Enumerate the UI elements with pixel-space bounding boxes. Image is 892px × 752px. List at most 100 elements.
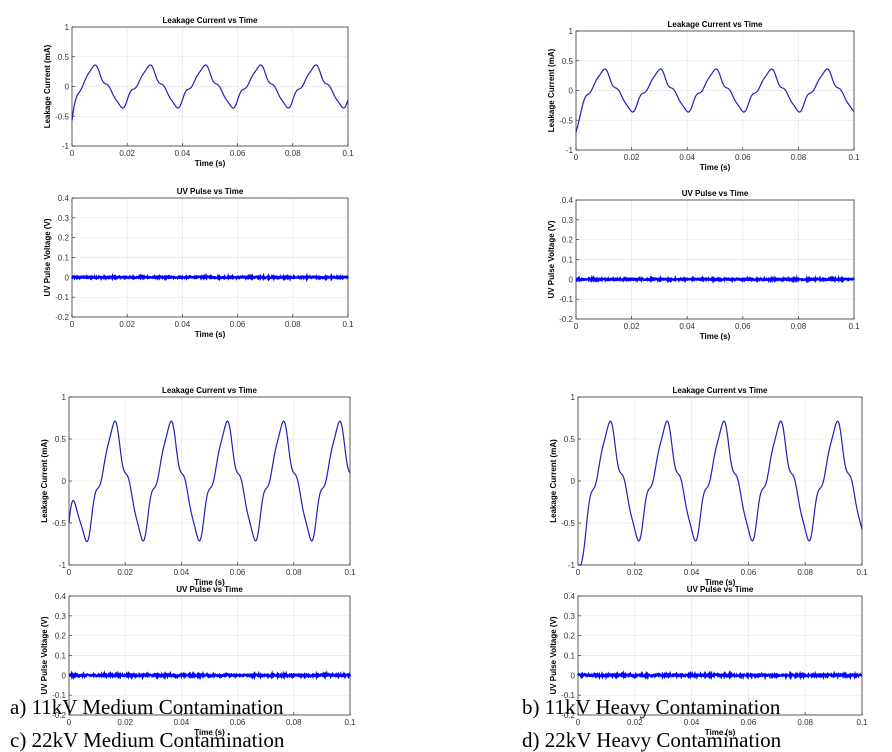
axes-frame bbox=[575, 30, 855, 151]
x-tick-label: 0.06 bbox=[230, 568, 246, 577]
axes-frame bbox=[68, 595, 351, 716]
x-tick-label: 0.02 bbox=[119, 149, 135, 158]
series-line bbox=[575, 274, 855, 285]
subplot-a-uv: 0 0.02 0.04 0.06 0.08 0.1 -0.2 -0.1 0 0.1 0.2 0.3 0.… bbox=[43, 187, 354, 339]
y-axis-label: UV Pulse Voltage (V) bbox=[547, 220, 556, 298]
x-axis-label: Time (s) bbox=[194, 578, 225, 587]
y-tick-label: -1 bbox=[566, 146, 574, 155]
x-tick-label: 0 bbox=[67, 568, 72, 577]
x-tick-label: 0.06 bbox=[735, 153, 751, 162]
x-tick-label: 0.02 bbox=[624, 322, 640, 331]
x-tick-label: 0.1 bbox=[848, 322, 860, 331]
x-axis-label: Time (s) bbox=[700, 163, 731, 172]
subplot-c-uv: 0 0.02 0.04 0.06 0.08 0.1 -0.2 -0.1 0 0.1 0.2 0.3 0.… bbox=[40, 585, 356, 737]
x-tick-label: 0.04 bbox=[175, 149, 191, 158]
y-tick-label: -0.1 bbox=[561, 691, 575, 700]
x-axis-label: Time (s) bbox=[705, 728, 736, 737]
subplot-title: UV Pulse vs Time bbox=[682, 189, 749, 198]
series-line bbox=[68, 670, 352, 681]
x-tick-label: 0.1 bbox=[856, 568, 868, 577]
subplot-c-leakage: 0 0.02 0.04 0.06 0.08 0.1 -1 -0.5 0 0.5 1 Leakage C… bbox=[40, 386, 356, 587]
subplot-b-uv: 0 0.02 0.04 0.06 0.08 0.1 -0.2 -0.1 0 0.1 0.2 0.3 0.… bbox=[547, 189, 860, 341]
y-tick-label: 0 bbox=[62, 477, 67, 486]
axes-frame bbox=[68, 396, 351, 566]
y-tick-label: -0.1 bbox=[559, 295, 573, 304]
axes-frame bbox=[577, 595, 863, 716]
x-tick-label: 0.02 bbox=[627, 568, 643, 577]
y-tick-label: 0 bbox=[569, 87, 574, 96]
y-tick-label: -1 bbox=[59, 561, 67, 570]
x-tick-label: 0.06 bbox=[230, 320, 246, 329]
y-tick-label: 0.2 bbox=[55, 632, 67, 641]
series-line bbox=[577, 670, 863, 681]
series-line bbox=[71, 272, 349, 283]
y-tick-label: 0.4 bbox=[55, 592, 67, 601]
axes-frame bbox=[577, 396, 863, 566]
axes-frame bbox=[71, 197, 349, 318]
x-tick-label: 0.04 bbox=[679, 322, 695, 331]
x-tick-label: 0 bbox=[574, 322, 579, 331]
x-tick-label: 0.02 bbox=[119, 320, 135, 329]
caption-c: c) 22kV Medium Contamination bbox=[10, 728, 285, 752]
y-tick-label: 0.3 bbox=[58, 214, 70, 223]
x-tick-label: 0.08 bbox=[285, 149, 301, 158]
y-tick-label: 0 bbox=[569, 275, 574, 284]
x-axis-label: Time (s) bbox=[700, 332, 731, 341]
subplot-b-leakage: 0 0.02 0.04 0.06 0.08 0.1 -1 -0.5 0 0.5 1 Leakage C… bbox=[547, 20, 860, 172]
y-tick-label: -0.5 bbox=[559, 116, 573, 125]
series-line bbox=[68, 420, 351, 543]
x-tick-label: 0.06 bbox=[741, 718, 757, 727]
y-tick-label: 0.5 bbox=[55, 435, 67, 444]
x-tick-label: 0.04 bbox=[174, 568, 190, 577]
series-line bbox=[71, 64, 349, 121]
x-tick-label: 0.08 bbox=[797, 718, 813, 727]
axes-frame bbox=[71, 26, 349, 147]
x-tick-label: 0.08 bbox=[791, 322, 807, 331]
subplot-title: Leakage Current vs Time bbox=[162, 386, 258, 395]
x-tick-label: 0.06 bbox=[230, 718, 246, 727]
y-axis-label: UV Pulse Voltage (V) bbox=[40, 616, 49, 694]
x-tick-label: 0.04 bbox=[174, 718, 190, 727]
series-line bbox=[575, 68, 855, 133]
y-tick-label: 0 bbox=[571, 477, 576, 486]
x-tick-label: 0.1 bbox=[342, 149, 354, 158]
x-tick-label: 0 bbox=[576, 718, 581, 727]
y-axis-label: UV Pulse Voltage (V) bbox=[43, 218, 52, 296]
series-line bbox=[578, 420, 863, 566]
y-axis-label: Leakage Current (mA) bbox=[549, 439, 558, 523]
x-tick-label: 0 bbox=[574, 153, 579, 162]
y-tick-label: 0 bbox=[62, 671, 67, 680]
subplot-title: UV Pulse vs Time bbox=[176, 585, 243, 594]
subplot-title: Leakage Current vs Time bbox=[667, 20, 763, 29]
subplot-title: Leakage Current vs Time bbox=[162, 16, 258, 25]
y-axis-label: Leakage Current (mA) bbox=[40, 439, 49, 523]
y-axis-label: Leakage Current (mA) bbox=[547, 48, 556, 132]
y-tick-label: -0.5 bbox=[52, 519, 66, 528]
y-tick-label: 0.3 bbox=[562, 216, 574, 225]
x-tick-label: 0.04 bbox=[684, 718, 700, 727]
y-tick-label: 0.3 bbox=[55, 612, 67, 621]
x-axis-label: Time (s) bbox=[194, 728, 225, 737]
y-tick-label: 0 bbox=[571, 671, 576, 680]
x-tick-label: 0.1 bbox=[342, 320, 354, 329]
x-tick-label: 0.08 bbox=[797, 568, 813, 577]
subplot-title: Leakage Current vs Time bbox=[672, 386, 768, 395]
x-tick-label: 0.04 bbox=[684, 568, 700, 577]
y-tick-label: -0.2 bbox=[52, 711, 66, 720]
y-tick-label: -0.1 bbox=[52, 691, 66, 700]
y-tick-label: -1 bbox=[62, 142, 70, 151]
axes-frame bbox=[575, 199, 855, 320]
x-tick-label: 0 bbox=[67, 718, 72, 727]
x-tick-label: 0 bbox=[70, 149, 75, 158]
y-tick-label: 0.1 bbox=[562, 256, 574, 265]
x-tick-label: 0.1 bbox=[856, 718, 868, 727]
y-tick-label: -0.5 bbox=[55, 112, 69, 121]
caption-d: d) 22kV Heavy Contamination bbox=[522, 728, 782, 752]
y-tick-label: 0.1 bbox=[58, 254, 70, 263]
y-tick-label: -0.2 bbox=[561, 711, 575, 720]
x-axis-label: Time (s) bbox=[705, 578, 736, 587]
y-tick-label: 1 bbox=[569, 27, 574, 36]
y-tick-label: -0.1 bbox=[55, 293, 69, 302]
y-tick-label: -0.2 bbox=[559, 315, 573, 324]
